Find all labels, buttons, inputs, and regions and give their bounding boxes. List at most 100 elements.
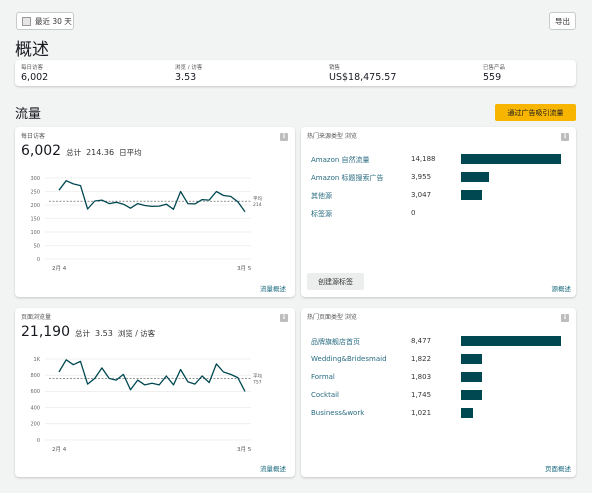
list-item: Cocktail 1,745	[311, 390, 571, 409]
card-label: 热门来源类型 浏览	[307, 133, 357, 140]
page-value: 8,477	[411, 337, 432, 345]
page-value: 1,745	[411, 391, 432, 399]
card-label: 每日访客	[21, 133, 46, 140]
stat-products-sold: 已售产品 559	[483, 63, 505, 83]
pageviews-ratio: 3.53	[95, 329, 113, 338]
list-item: Business&work 1,021	[311, 408, 571, 427]
page-label[interactable]: Wedding&Bridesmaid	[311, 355, 387, 363]
list-item: Wedding&Bridesmaid 1,822	[311, 354, 571, 373]
stat-daily-visitors: 每日访客 6,002	[21, 63, 48, 83]
page-value: 1,021	[411, 409, 432, 417]
series-line	[58, 180, 246, 213]
series-line	[58, 359, 246, 392]
daily-visitors-card: 每日访客 i 6,002 总计 214.36 日平均 0 50 100 150 200 2…	[15, 127, 295, 297]
list-item: 其他源 3,047	[311, 190, 571, 209]
y-tick-label: 100	[30, 230, 40, 236]
source-value: 3,047	[411, 191, 432, 199]
y-tick-label: 250	[30, 189, 40, 195]
x-tick-label: 3月 5	[237, 265, 252, 272]
visitors-avg: 214.36	[86, 148, 115, 157]
source-overview-link[interactable]: 源概述	[551, 285, 572, 293]
x-tick-label: 3月 5	[237, 446, 252, 453]
visitors-total-unit: 总计	[66, 148, 82, 157]
drive-traffic-button[interactable]: 通过广告吸引流量	[495, 104, 576, 121]
page-bar	[461, 372, 483, 382]
x-tick-label: 2月 4	[52, 446, 67, 453]
traffic-overview-link[interactable]: 流量概述	[260, 285, 286, 293]
source-label[interactable]: 其他源	[311, 192, 332, 200]
average-label: 平均	[253, 373, 262, 380]
list-item: Amazon 标题搜索广告 3,955	[311, 172, 571, 191]
stat-views-per-visitor: 浏览 / 访客 3.53	[175, 63, 202, 83]
date-range-label: 最近 30 天	[35, 16, 72, 26]
stat-value: 6,002	[21, 72, 49, 83]
source-value: 3,955	[411, 173, 432, 181]
average-value: 757	[253, 380, 262, 386]
calendar-icon	[22, 16, 31, 26]
export-label: 导出	[555, 16, 570, 26]
pageviews-summary: 21,190 总计 3.53 浏览 / 访客	[21, 324, 155, 340]
y-tick-label: 200	[30, 203, 40, 209]
drive-traffic-label: 通过广告吸引流量	[507, 108, 564, 117]
create-source-tag-label: 创建源标签	[318, 277, 353, 286]
y-tick-label: 1K	[34, 357, 41, 363]
stat-label: 每日访客	[21, 65, 44, 71]
y-tick-label: 800	[30, 373, 40, 379]
pageviews-total: 21,190	[21, 324, 70, 340]
source-label[interactable]: Amazon 自然流量	[311, 156, 370, 164]
overview-stats: 每日访客 6,002 浏览 / 访客 3.53 销售 US$18,475.57 …	[15, 60, 576, 86]
pageviews-total-unit: 总计	[75, 329, 90, 338]
info-icon[interactable]: i	[280, 133, 288, 141]
create-source-tag-button[interactable]: 创建源标签	[307, 273, 364, 290]
y-tick-label: 0	[37, 438, 40, 444]
average-value: 214	[253, 202, 262, 208]
page-bar	[461, 336, 561, 346]
stat-label: 浏览 / 访客	[175, 65, 203, 71]
top-sources-card: 热门来源类型 浏览 i Amazon 自然流量 14,188 Amazon 标题…	[301, 127, 576, 297]
stat-sales: 销售 US$18,475.57	[329, 63, 396, 83]
page-overview-link[interactable]: 页面概述	[545, 465, 571, 473]
visitors-total: 6,002	[21, 143, 62, 159]
y-tick-label: 400	[30, 405, 40, 411]
page-label[interactable]: Formal	[311, 373, 335, 381]
page-bar	[461, 390, 482, 400]
x-tick-label: 2月 4	[52, 265, 67, 272]
y-tick-label: 150	[30, 216, 40, 222]
source-label[interactable]: 标签源	[311, 210, 332, 218]
pages-list: 品牌旗舰店首页 8,477 Wedding&Bridesmaid 1,822 F…	[311, 336, 571, 427]
sources-list: Amazon 自然流量 14,188 Amazon 标题搜索广告 3,955 其…	[311, 154, 571, 227]
list-item: 品牌旗舰店首页 8,477	[311, 336, 571, 355]
list-item: Formal 1,803	[311, 372, 571, 391]
traffic-overview-link[interactable]: 流量概述	[260, 465, 286, 473]
stat-value: 559	[483, 72, 502, 83]
top-pages-card: 热门页面类型 浏览 i 品牌旗舰店首页 8,477 Wedding&Brides…	[301, 308, 576, 477]
page-bar	[461, 408, 474, 418]
y-tick-label: 200	[30, 422, 40, 428]
export-button[interactable]: 导出	[549, 12, 576, 30]
info-icon[interactable]: i	[561, 133, 569, 141]
page-value: 1,803	[411, 373, 432, 381]
info-icon[interactable]: i	[561, 314, 569, 322]
list-item: 标签源 0	[311, 209, 571, 227]
source-bar	[461, 154, 561, 164]
y-tick-label: 0	[37, 257, 40, 263]
info-icon[interactable]: i	[280, 314, 288, 322]
card-label: 页面浏览量	[21, 314, 52, 321]
page-label[interactable]: Business&work	[311, 409, 365, 417]
source-label[interactable]: Amazon 标题搜索广告	[311, 174, 384, 182]
date-range-button[interactable]: 最近 30 天	[16, 12, 74, 30]
page-label[interactable]: Cocktail	[311, 391, 339, 399]
source-value: 14,188	[411, 155, 436, 163]
traffic-title: 流量	[15, 107, 42, 122]
page-label[interactable]: 品牌旗舰店首页	[311, 338, 360, 346]
source-bar	[461, 172, 489, 182]
stat-label: 已售产品	[483, 65, 506, 71]
card-label: 热门页面类型 浏览	[307, 314, 357, 321]
page-bar	[461, 354, 483, 364]
stat-label: 销售	[329, 65, 341, 71]
source-value: 0	[411, 209, 416, 217]
y-tick-label: 50	[34, 243, 40, 249]
average-label: 平均	[253, 195, 262, 202]
